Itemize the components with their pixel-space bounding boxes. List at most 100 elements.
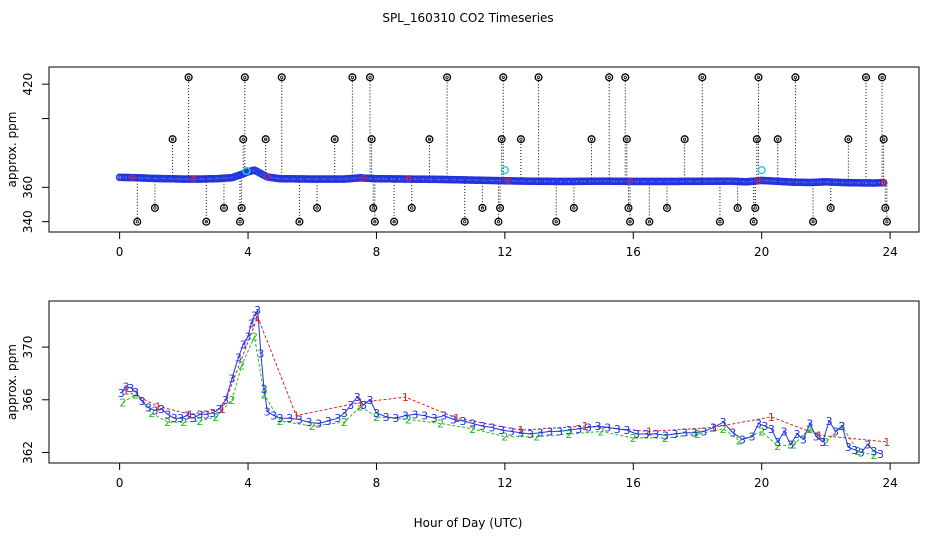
series-marker-3: 3 — [392, 412, 399, 425]
series-marker-3: 3 — [871, 445, 878, 458]
spike-point-center — [589, 137, 594, 141]
series-marker-3: 3 — [755, 417, 762, 430]
series-marker-3: 3 — [594, 420, 601, 433]
spike-point-center — [519, 137, 523, 141]
series-marker-3: 3 — [864, 439, 871, 452]
spike-point-center — [607, 75, 611, 79]
spike-point-center — [718, 220, 722, 224]
spike-point — [496, 203, 505, 212]
series-marker-3: 3 — [806, 417, 813, 430]
series-marker-3: 3 — [517, 427, 524, 440]
series-marker-3: 3 — [127, 382, 134, 395]
series-marker-3: 3 — [216, 403, 223, 416]
x-tick-label: 4 — [244, 245, 252, 259]
series-marker-3: 3 — [373, 407, 380, 420]
series-marker-3: 3 — [681, 427, 688, 440]
co2-point-red — [755, 177, 762, 184]
series-marker-3: 3 — [421, 410, 428, 423]
spike-point — [587, 135, 596, 144]
spike-point — [605, 73, 614, 82]
series-marker-2: 2 — [164, 416, 171, 429]
spike-point — [622, 135, 631, 144]
x-tick-label: 8 — [373, 476, 381, 490]
spike-point-center — [665, 206, 669, 210]
spike-point-center — [427, 137, 432, 141]
spike-point — [499, 73, 508, 82]
spike-point — [407, 203, 416, 212]
series-marker-1: 1 — [768, 411, 775, 424]
spike-point — [277, 73, 286, 82]
spike-point-center — [410, 206, 414, 210]
series-marker-2: 2 — [180, 416, 187, 429]
spike-point-center — [885, 220, 889, 224]
series-marker-1: 1 — [155, 400, 162, 413]
series-marker-1: 1 — [582, 420, 589, 433]
spike-point — [168, 135, 177, 144]
series-marker-3: 3 — [720, 416, 727, 429]
series-marker-1: 1 — [517, 424, 524, 437]
series-marker-3: 3 — [729, 427, 736, 440]
series-marker-3: 3 — [768, 423, 775, 436]
series-marker-3: 3 — [158, 403, 165, 416]
series-marker-2: 2 — [694, 428, 701, 441]
series-marker-3: 3 — [633, 428, 640, 441]
series-marker-3: 3 — [151, 404, 158, 417]
spike-point — [534, 73, 543, 82]
spike-point — [497, 135, 506, 144]
series-marker-2: 2 — [212, 411, 219, 424]
series-marker-3: 3 — [251, 309, 258, 322]
plot-frame — [48, 66, 920, 233]
co2-point-red — [264, 173, 271, 181]
co2-point-red — [405, 175, 412, 183]
x-tick-label: 0 — [116, 476, 124, 490]
series-marker-3: 3 — [277, 412, 284, 425]
spike-point — [348, 73, 357, 82]
spike-point — [752, 135, 761, 144]
series-marker-2: 2 — [405, 414, 412, 427]
series-marker-3: 3 — [604, 421, 611, 434]
spike-point-center — [628, 220, 632, 224]
series-marker-1: 1 — [816, 429, 823, 442]
spike-point-center — [756, 75, 761, 79]
cyan-point — [242, 166, 251, 176]
spike-point-center — [392, 220, 396, 224]
x-tick-label: 12 — [497, 476, 512, 490]
spike-point — [733, 203, 742, 212]
series-marker-3: 3 — [145, 402, 152, 415]
series-marker-2: 2 — [871, 449, 878, 462]
series-marker-3: 3 — [800, 433, 807, 446]
series-marker-2: 2 — [469, 423, 476, 436]
cyan-point — [757, 166, 766, 175]
series-marker-1: 1 — [123, 385, 130, 398]
series-marker-3: 3 — [261, 383, 268, 396]
series-marker-3: 3 — [566, 424, 573, 437]
series-marker-3: 3 — [813, 431, 820, 444]
co2-point-red — [880, 179, 887, 186]
spike-point — [715, 217, 725, 226]
x-tick-label: 24 — [882, 476, 897, 490]
series-marker-3: 3 — [286, 412, 293, 425]
spike-point-center — [445, 75, 449, 79]
spike-point-center — [752, 220, 756, 224]
series-marker-3: 3 — [585, 421, 592, 434]
spike-point-center — [811, 220, 815, 224]
spike-point-center — [880, 75, 884, 79]
series-marker-3: 3 — [132, 386, 139, 399]
series-marker-3: 3 — [411, 408, 418, 421]
spike-point — [791, 73, 800, 82]
series-line-1 — [125, 315, 887, 443]
series-marker-2: 2 — [501, 431, 508, 444]
series-marker-3: 3 — [450, 414, 457, 427]
series-marker-2: 2 — [822, 436, 829, 449]
series-marker-3: 3 — [354, 391, 361, 404]
series-marker-3: 3 — [440, 410, 447, 423]
series-marker-3: 3 — [139, 395, 146, 408]
series-marker-3: 3 — [306, 416, 313, 429]
spike-point-center — [496, 220, 501, 224]
series-marker-3: 3 — [196, 408, 203, 421]
series-marker-3: 3 — [652, 428, 659, 441]
series-marker-3: 3 — [184, 410, 191, 423]
series-marker-3: 3 — [235, 352, 242, 365]
top-panel: 0 4 8 12 16 20 24 340 360 420 approx. ppm — [5, 66, 920, 259]
spike-point — [879, 135, 888, 144]
